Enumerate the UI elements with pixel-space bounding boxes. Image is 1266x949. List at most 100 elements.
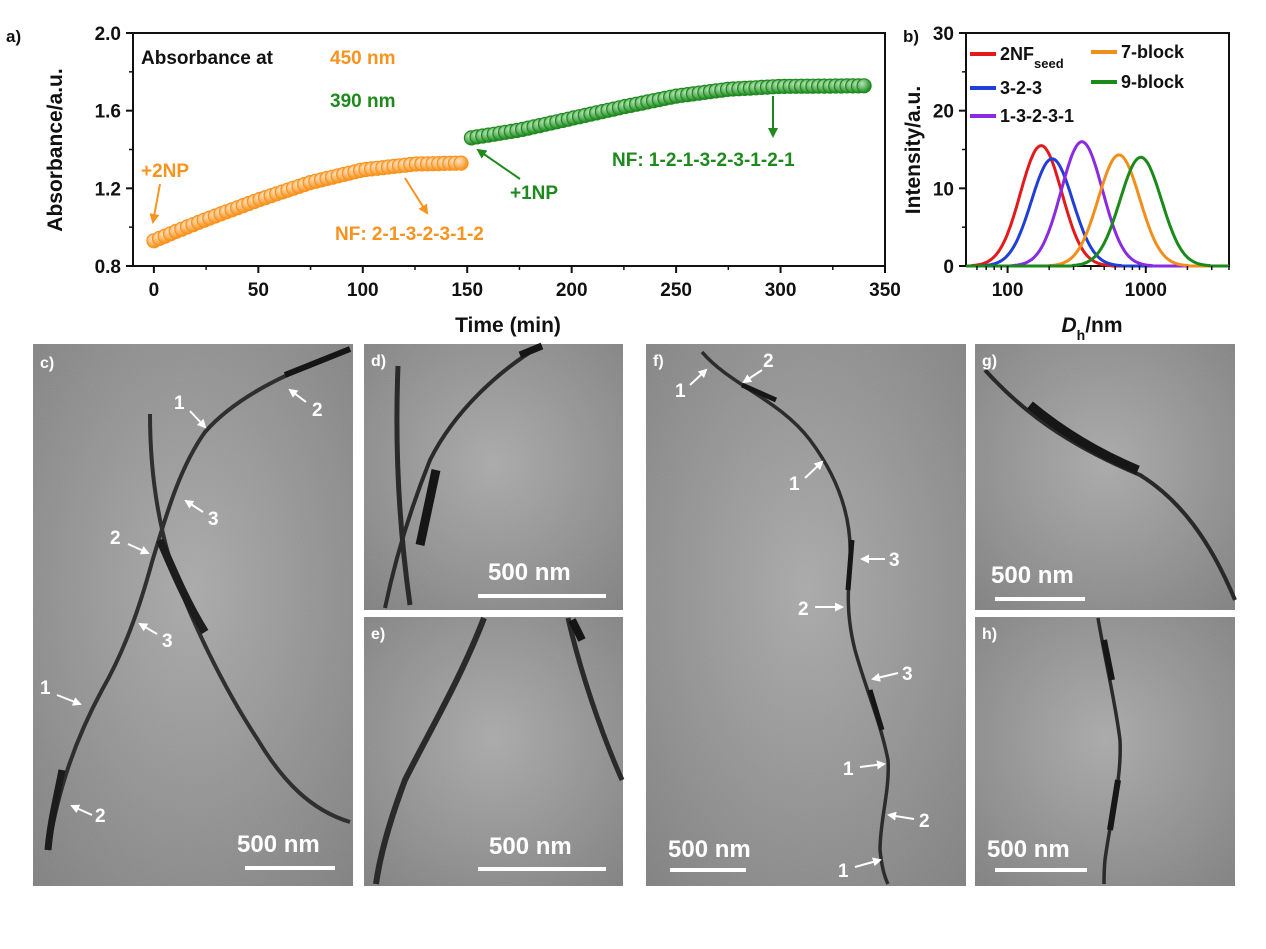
dls-x-tick-label: 100 [992, 280, 1024, 301]
tem-f-arrow-1d [854, 857, 882, 868]
add-2np-label: +2NP [141, 161, 189, 182]
tem-f-arrow-3b [871, 672, 899, 682]
tem-f-label-1a: 1 [675, 381, 686, 402]
absorbance-series [146, 78, 872, 249]
absorbance-x-tick-label: 350 [869, 280, 901, 301]
segment-c-dark-1 [283, 346, 352, 378]
tem-panel-h: h) 500 nm [975, 617, 1235, 886]
scalebar-e-label: 500 nm [489, 833, 572, 860]
dls-x-label-suffix: /nm [1085, 314, 1122, 337]
absorbance-450-point [453, 155, 469, 171]
segment-h-1 [1101, 639, 1115, 681]
tem-c-label-2a: 2 [312, 400, 323, 421]
wavelength-390-label: 390 nm [330, 91, 395, 112]
absorbance-x-ticks: 0 50 100 150 200 250 300 350 [149, 266, 901, 301]
legend-2nf-sub: seed [1034, 56, 1064, 71]
add-1np-arrow [476, 148, 521, 180]
tem-c-arrow-2b [127, 543, 150, 555]
scalebar-d [478, 594, 606, 598]
panel-label-g: g) [982, 353, 997, 370]
legend-1-3-2-3-1: 1-3-2-3-1 [1000, 106, 1074, 126]
dls-y-tick-label: 0 [943, 257, 954, 278]
nanofiber-f [700, 350, 891, 885]
nanofiber-g [983, 368, 1237, 601]
scalebar-h [995, 868, 1087, 872]
nanofiber-e-2 [565, 617, 625, 782]
tem-panel-f: f) 1 2 1 3 2 3 1 2 1 500 nm [646, 344, 966, 886]
tem-f-arrow-2c [887, 811, 915, 821]
dls-x-ticks: 100 1000 [976, 266, 1230, 301]
dls-y-ticks: 0 10 20 30 [933, 24, 966, 278]
dls-curves [966, 140, 1229, 268]
tem-panel-g: g) 500 nm [975, 344, 1237, 610]
panel-label-e: e) [371, 626, 385, 643]
dls-curve-4 [966, 155, 1229, 268]
segment-d-2 [415, 469, 441, 546]
tem-f-label-2c: 2 [919, 811, 930, 832]
legend-2nf-name: 2NF [1000, 44, 1034, 64]
tem-f-label-2b: 2 [798, 599, 809, 620]
legend-7-block: 7-block [1121, 42, 1185, 62]
absorbance-y-tick-label: 1.2 [95, 179, 121, 200]
absorbance-x-tick-label: 100 [347, 280, 379, 301]
scalebar-g-label: 500 nm [991, 562, 1074, 589]
scalebar-d-label: 500 nm [488, 559, 571, 586]
panel-label-a: a) [6, 27, 21, 46]
dls-x-label-d: D [1061, 314, 1076, 337]
tem-f-label-3a: 3 [889, 550, 900, 571]
absorbance-y-tick-label: 2.0 [95, 24, 121, 45]
panel-label-h: h) [982, 626, 997, 643]
tem-f-label-1d: 1 [838, 861, 849, 882]
dls-y-label: Intensity/a.u. [902, 86, 925, 214]
tem-c-arrow-3a [184, 499, 204, 513]
segment-h-2 [1107, 779, 1121, 831]
tem-f-arrow-1b [804, 460, 824, 479]
legend-3-2-3: 3-2-3 [1000, 78, 1042, 98]
absorbance-y-label: Absorbance/a.u. [44, 68, 67, 231]
scalebar-c [245, 866, 335, 870]
segment-c-dark-2 [156, 538, 209, 635]
absorbance-x-tick-label: 200 [556, 280, 588, 301]
nanofiber-d-1 [394, 365, 413, 606]
tem-c-arrow-1a [189, 410, 207, 429]
nanofiber-c-2 [148, 413, 351, 824]
absorbance-x-tick-label: 0 [149, 280, 160, 301]
absorbance-y-tick-label: 1.6 [95, 102, 121, 123]
dls-x-label-sub: h [1077, 327, 1086, 343]
tem-c-arrow-3b [138, 622, 158, 635]
scalebar-f [670, 868, 746, 872]
scalebar-c-label: 500 nm [237, 831, 320, 858]
segment-g-1 [1027, 401, 1140, 475]
panel-label-b: b) [903, 27, 919, 46]
tem-g-grain [975, 344, 1235, 610]
tem-f-label-3b: 3 [902, 664, 913, 685]
absorbance-x-label: Time (min) [455, 314, 561, 337]
nanofiber-e-1 [373, 616, 487, 885]
tem-c-label-2c: 2 [95, 806, 106, 827]
wavelength-450-label: 450 nm [330, 48, 395, 69]
absorbance-panel: a) 0 50 100 150 200 250 300 350 0.8 1.2 1.6 2.0 Ti… [6, 24, 901, 337]
dls-y-tick-label: 30 [933, 24, 954, 45]
dls-x-label: Dh/nm [1061, 314, 1122, 343]
tem-c-arrow-2a [288, 388, 307, 403]
dls-x-tick-label: 1000 [1125, 280, 1167, 301]
absorbance-title-prefix: Absorbance at [141, 48, 274, 69]
tem-f-arrow-1c [859, 760, 886, 770]
segment-e-1 [568, 618, 586, 642]
tem-panel-d: d) 500 nm [364, 342, 623, 610]
scalebar-h-label: 500 nm [987, 836, 1070, 863]
nanofiber-d-2 [383, 344, 542, 609]
scalebar-g [995, 597, 1085, 601]
tem-c-arrow-1b [56, 694, 82, 706]
panel-label-c: c) [40, 355, 54, 372]
absorbance-y-tick-label: 0.8 [95, 257, 121, 278]
tem-panel-c: c) 1 2 3 2 3 1 2 500 nm [33, 344, 353, 886]
segment-f-1 [740, 382, 778, 403]
segment-f-3 [867, 689, 885, 731]
legend-2nf-seed: 2NFseed [1000, 44, 1064, 71]
dls-legend: 2NFseed 3-2-3 1-3-2-3-1 7-block 9-block [970, 42, 1185, 126]
scalebar-e [478, 867, 606, 871]
segment-f-2 [845, 539, 855, 591]
